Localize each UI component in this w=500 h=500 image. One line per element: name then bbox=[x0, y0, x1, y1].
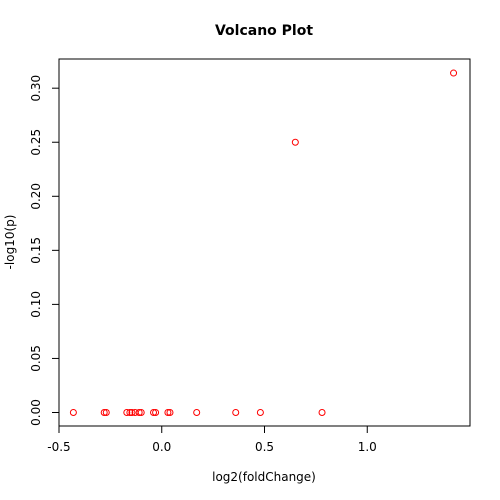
data-point bbox=[135, 408, 143, 416]
y-tick-label: 0.10 bbox=[29, 291, 43, 318]
y-tick-label: 0.00 bbox=[29, 399, 43, 426]
data-point bbox=[450, 69, 458, 77]
data-point bbox=[166, 408, 174, 416]
chart-title: Volcano Plot bbox=[215, 23, 313, 39]
y-tick-label: 0.05 bbox=[29, 345, 43, 372]
data-point bbox=[69, 408, 77, 416]
data-point bbox=[291, 138, 299, 146]
y-axis: 0.00 0.05 0.10 0.15 0.20 0.25 0.30 bbox=[29, 75, 60, 426]
plot-frame bbox=[58, 58, 471, 427]
x-tick-label: -0.5 bbox=[47, 440, 70, 454]
data-point bbox=[193, 408, 201, 416]
data-point bbox=[256, 408, 264, 416]
y-tick-label: 0.15 bbox=[29, 237, 43, 264]
data-points bbox=[69, 69, 458, 416]
x-axis: -0.5 0.0 0.5 1.0 bbox=[47, 425, 377, 454]
data-point bbox=[123, 408, 131, 416]
x-tick-label: 0.0 bbox=[152, 440, 171, 454]
y-tick-label: 0.30 bbox=[29, 75, 43, 102]
y-tick-label: 0.25 bbox=[29, 129, 43, 156]
data-point bbox=[102, 408, 110, 416]
x-tick-label: 1.0 bbox=[358, 440, 377, 454]
data-point bbox=[126, 408, 134, 416]
data-point bbox=[100, 408, 108, 416]
data-point bbox=[152, 408, 160, 416]
y-tick-label: 0.20 bbox=[29, 183, 43, 210]
data-point bbox=[318, 408, 326, 416]
data-point bbox=[232, 408, 240, 416]
x-axis-label: log2(foldChange) bbox=[212, 470, 316, 484]
data-point bbox=[137, 408, 145, 416]
data-point bbox=[128, 408, 136, 416]
data-point bbox=[150, 408, 158, 416]
data-point bbox=[164, 408, 172, 416]
x-tick-label: 0.5 bbox=[255, 440, 274, 454]
y-axis-label: -log10(p) bbox=[3, 215, 17, 270]
